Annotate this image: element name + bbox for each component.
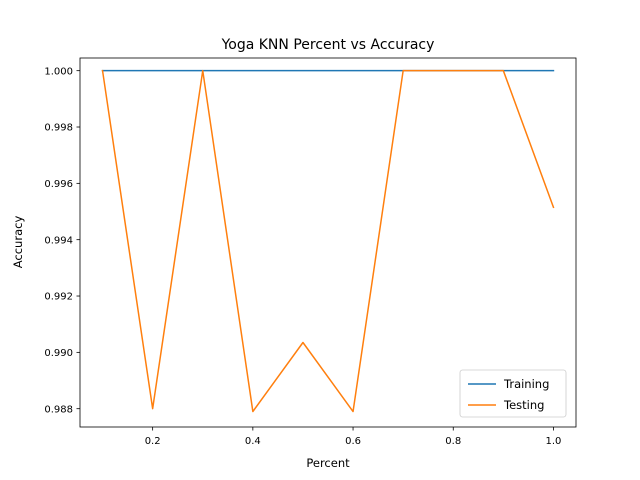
legend: Training Testing [459, 369, 567, 418]
x-axis: 0.2 0.4 0.6 0.8 1.0 [145, 427, 562, 447]
y-tick-label: 0.996 [44, 179, 73, 190]
y-tick-label: 0.998 [44, 123, 73, 134]
y-tick-label: 0.994 [44, 235, 73, 246]
legend-label: Training [503, 377, 549, 391]
x-tick-label: 0.8 [445, 436, 461, 447]
x-tick-label: 0.4 [245, 436, 261, 447]
plot-background [80, 58, 576, 427]
y-axis: 0.988 0.990 0.992 0.994 0.996 0.998 1.000 [44, 66, 80, 415]
y-tick-label: 0.990 [44, 348, 73, 359]
plot-border [79, 57, 577, 428]
y-tick-label: 0.988 [44, 404, 73, 415]
x-tick-label: 0.6 [345, 436, 361, 447]
x-axis-label: Percent [306, 456, 350, 470]
series-layer [101, 69, 555, 413]
y-tick-label: 1.000 [44, 66, 73, 77]
legend-label: Testing [503, 398, 544, 412]
y-tick-label: 0.992 [44, 292, 73, 303]
x-tick-label: 1.0 [546, 436, 562, 447]
chart-title: Yoga KNN Percent vs Accuracy [221, 37, 435, 53]
y-axis-label: Accuracy [11, 216, 25, 269]
x-tick-label: 0.2 [145, 436, 161, 447]
plot-area [79, 57, 577, 428]
series-line-testing [101, 69, 555, 413]
